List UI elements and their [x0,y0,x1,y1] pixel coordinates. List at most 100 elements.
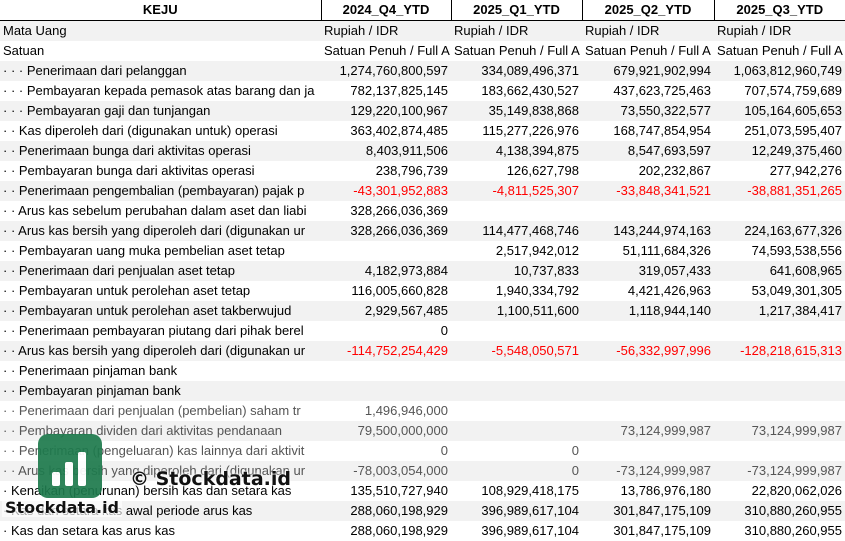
table-cell[interactable]: 22,820,062,026 [714,481,845,501]
header-2025-q2[interactable]: 2025_Q2_YTD [582,0,715,21]
table-cell[interactable] [321,361,451,381]
row-label[interactable]: · · Arus kas bersih yang diperoleh dari … [0,221,321,241]
table-cell[interactable]: 35,149,838,868 [451,101,582,121]
table-cell[interactable]: 53,049,301,305 [714,281,845,301]
row-label[interactable]: · · Penerimaan pengembalian (pembayaran)… [0,181,321,201]
table-cell[interactable]: 8,547,693,597 [582,141,714,161]
table-cell[interactable]: 73,124,999,987 [582,421,714,441]
table-cell[interactable]: 1,274,760,800,597 [321,61,451,81]
table-cell[interactable]: 1,496,946,000 [321,401,451,421]
table-cell[interactable]: 2,517,942,012 [451,241,582,261]
table-cell[interactable]: Satuan Penuh / Full A [321,41,451,61]
table-cell[interactable]: -114,752,254,429 [321,341,451,361]
table-cell[interactable]: 0 [321,321,451,341]
table-cell[interactable]: 168,747,854,954 [582,121,714,141]
row-label[interactable]: · · Pembayaran pinjaman bank [0,381,321,401]
table-cell[interactable]: 202,232,867 [582,161,714,181]
table-cell[interactable]: 1,118,944,140 [582,301,714,321]
table-cell[interactable]: 135,510,727,940 [321,481,451,501]
table-cell[interactable]: 288,060,198,929 [321,521,451,541]
row-label[interactable]: · · · Pembayaran gaji dan tunjangan [0,101,321,121]
table-cell[interactable]: 319,057,433 [582,261,714,281]
table-cell[interactable]: 79,500,000,000 [321,421,451,441]
row-label[interactable]: · · Penerimaan dari penjualan (pembelian… [0,401,321,421]
table-cell[interactable]: 51,111,684,326 [582,241,714,261]
table-cell[interactable]: 0 [451,441,582,461]
table-cell[interactable]: Rupiah / IDR [714,20,845,41]
row-label[interactable]: · · Pembayaran untuk perolehan aset teta… [0,281,321,301]
table-cell[interactable]: 116,005,660,828 [321,281,451,301]
table-cell[interactable]: 301,847,175,109 [582,521,714,541]
table-cell[interactable]: 13,786,976,180 [582,481,714,501]
row-label[interactable]: · · Pembayaran bunga dari aktivitas oper… [0,161,321,181]
table-cell[interactable]: 1,063,812,960,749 [714,61,845,81]
table-cell[interactable]: 143,244,974,163 [582,221,714,241]
row-label[interactable]: · · Penerimaan dari penjualan aset tetap [0,261,321,281]
row-label[interactable]: Mata Uang [0,20,321,41]
table-cell[interactable]: 396,989,617,104 [451,521,582,541]
table-cell[interactable] [714,441,845,461]
row-label[interactable]: · · Penerimaan pinjaman bank [0,361,321,381]
table-cell[interactable] [582,381,714,401]
table-cell[interactable] [582,361,714,381]
table-cell[interactable]: 129,220,100,967 [321,101,451,121]
row-label[interactable]: · · · Penerimaan dari pelanggan [0,61,321,81]
table-cell[interactable] [714,321,845,341]
table-cell[interactable]: 301,847,175,109 [582,501,714,521]
table-cell[interactable]: 437,623,725,463 [582,81,714,101]
table-cell[interactable]: -43,301,952,883 [321,181,451,201]
table-cell[interactable]: 4,182,973,884 [321,261,451,281]
row-label[interactable]: · · Kas diperoleh dari (digunakan untuk)… [0,121,321,141]
table-cell[interactable] [714,361,845,381]
row-label[interactable]: · · Penerimaan (pengeluaran) kas lainnya… [0,441,321,461]
table-cell[interactable]: 105,164,605,653 [714,101,845,121]
row-label[interactable]: · · · Pembayaran kepada pemasok atas bar… [0,81,321,101]
table-cell[interactable]: 10,737,833 [451,261,582,281]
table-cell[interactable]: -78,003,054,000 [321,461,451,481]
row-label[interactable]: · · Arus kas bersih yang diperoleh dari … [0,341,321,361]
table-cell[interactable] [582,201,714,221]
table-cell[interactable]: Rupiah / IDR [451,20,582,41]
row-label[interactable]: · · Pembayaran dividen dari aktivitas pe… [0,421,321,441]
table-cell[interactable] [451,321,582,341]
header-2025-q3[interactable]: 2025_Q3_YTD [714,0,845,21]
table-cell[interactable]: 238,796,739 [321,161,451,181]
row-label[interactable]: · · Pembayaran uang muka pembelian aset … [0,241,321,261]
table-cell[interactable]: 641,608,965 [714,261,845,281]
table-cell[interactable] [451,201,582,221]
table-cell[interactable]: 0 [451,461,582,481]
header-company[interactable]: KEJU [0,0,322,21]
table-cell[interactable]: 679,921,902,994 [582,61,714,81]
table-cell[interactable] [714,381,845,401]
header-2024-q4[interactable]: 2024_Q4_YTD [321,0,452,21]
table-cell[interactable]: Satuan Penuh / Full A [451,41,582,61]
table-cell[interactable]: 12,249,375,460 [714,141,845,161]
row-label[interactable]: · Kenaikan (penurunan) bersih kas dan se… [0,481,321,501]
table-cell[interactable]: 277,942,276 [714,161,845,181]
table-cell[interactable]: -128,218,615,313 [714,341,845,361]
table-cell[interactable] [582,401,714,421]
table-cell[interactable]: 396,989,617,104 [451,501,582,521]
table-cell[interactable]: -5,548,050,571 [451,341,582,361]
table-cell[interactable]: Rupiah / IDR [321,20,451,41]
table-cell[interactable]: 2,929,567,485 [321,301,451,321]
table-cell[interactable]: Rupiah / IDR [582,20,714,41]
table-cell[interactable]: -38,881,351,265 [714,181,845,201]
row-label[interactable]: · · Penerimaan bunga dari aktivitas oper… [0,141,321,161]
table-cell[interactable]: 4,421,426,963 [582,281,714,301]
row-label[interactable]: · · Pembayaran untuk perolehan aset takb… [0,301,321,321]
table-cell[interactable] [321,381,451,401]
table-cell[interactable] [321,241,451,261]
table-cell[interactable]: 1,100,511,600 [451,301,582,321]
table-cell[interactable]: 328,266,036,369 [321,201,451,221]
table-cell[interactable]: 328,266,036,369 [321,221,451,241]
table-cell[interactable]: 115,277,226,976 [451,121,582,141]
table-cell[interactable]: 0 [321,441,451,461]
table-cell[interactable]: 1,940,334,792 [451,281,582,301]
table-cell[interactable]: -33,848,341,521 [582,181,714,201]
table-cell[interactable]: 74,593,538,556 [714,241,845,261]
row-label[interactable]: · Kas dan setara kas arus kas [0,521,321,541]
table-cell[interactable]: 1,217,384,417 [714,301,845,321]
table-cell[interactable]: 224,163,677,326 [714,221,845,241]
header-2025-q1[interactable]: 2025_Q1_YTD [451,0,583,21]
